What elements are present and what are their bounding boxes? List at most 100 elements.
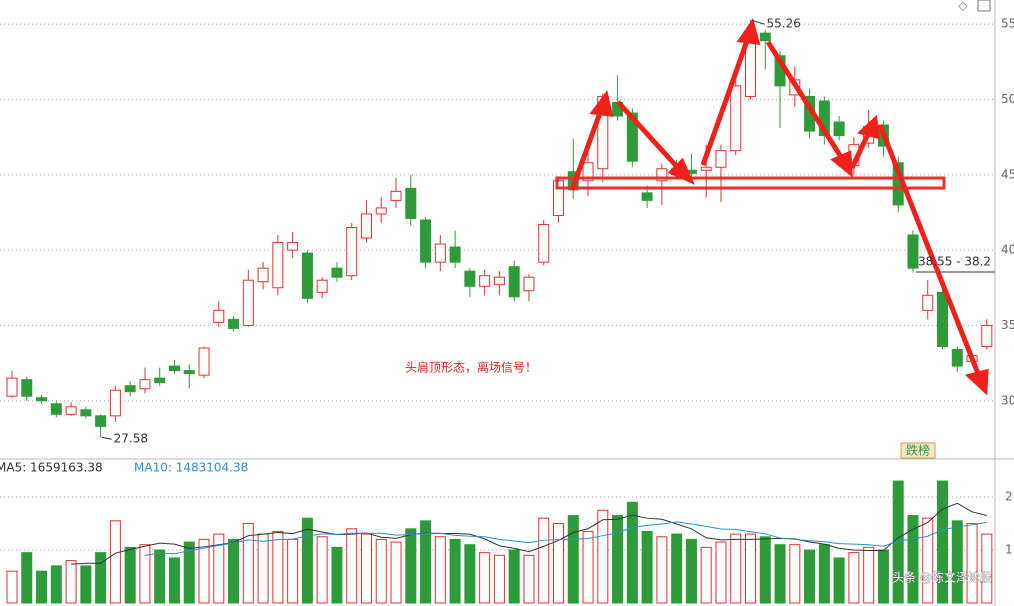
candle-body xyxy=(656,168,668,182)
volume-bar xyxy=(257,533,269,604)
volume-bar xyxy=(449,538,461,604)
candle-body xyxy=(65,406,77,415)
candle-body xyxy=(213,309,225,323)
volume-bar xyxy=(818,544,830,604)
y-tick-label: 50 xyxy=(1001,92,1014,106)
volume-bar xyxy=(907,515,919,604)
candle-body xyxy=(508,266,520,298)
volume-bar xyxy=(228,538,240,604)
candle-body xyxy=(390,190,402,201)
candle-body xyxy=(493,276,505,286)
candle-body xyxy=(937,291,949,348)
volume-bar xyxy=(981,533,993,604)
candle-body xyxy=(907,234,919,269)
candle-body xyxy=(6,377,18,397)
low-label: 27.58 xyxy=(114,432,148,446)
volume-bar xyxy=(567,515,579,604)
y-tick-label: 45 xyxy=(1001,167,1014,181)
candle-body xyxy=(257,267,269,283)
volume-bar xyxy=(50,565,62,604)
candle-body xyxy=(538,223,550,263)
volume-bar xyxy=(213,533,225,604)
icon-close[interactable] xyxy=(977,0,991,12)
volume-bar xyxy=(434,536,446,604)
icon-diamond[interactable]: ◇ xyxy=(958,0,968,13)
volume-bar xyxy=(612,515,624,604)
candle-body xyxy=(951,349,963,367)
watermark: 头条 @陈文泽论股 xyxy=(892,570,992,585)
volume-bar xyxy=(951,520,963,604)
volume-bar xyxy=(420,520,432,604)
volume-bar xyxy=(272,530,284,604)
candle-body xyxy=(715,150,727,168)
volume-bar xyxy=(715,541,727,604)
candle-body xyxy=(730,85,742,152)
candle-body xyxy=(183,370,195,375)
candle-body xyxy=(434,243,446,263)
y-tick-label: 55 xyxy=(1001,17,1014,31)
candle-body xyxy=(168,365,180,372)
volume-bar xyxy=(922,517,934,604)
ma5-legend: MA5: 1659163.38 xyxy=(0,461,103,475)
candle-body xyxy=(360,213,372,239)
y-tick-label: 35 xyxy=(1001,318,1014,332)
volume-bar xyxy=(730,533,742,604)
volume-bar xyxy=(700,546,712,604)
volume-bar xyxy=(375,538,387,604)
candle-body xyxy=(420,219,432,263)
volume-bar xyxy=(966,522,978,604)
volume-bar xyxy=(523,554,535,604)
candle-body xyxy=(745,40,756,97)
y-tick-label: 1 xyxy=(1005,542,1013,556)
volume-bar xyxy=(493,554,505,604)
candle-body xyxy=(759,32,771,42)
volume-bar xyxy=(479,552,491,604)
volume-bar xyxy=(863,546,875,604)
y-tick-label: 40 xyxy=(1001,243,1014,257)
level-label: 38.55 - 38.2 xyxy=(918,255,991,269)
volume-bar xyxy=(597,509,609,604)
candle-body xyxy=(464,270,476,287)
candle-body xyxy=(582,162,594,182)
y-tick-label: 2 xyxy=(1005,489,1013,503)
candle-body xyxy=(228,318,240,329)
candle-body xyxy=(36,397,48,402)
ma10-legend: MA10: 1483104.38 xyxy=(134,461,248,475)
volume-bar xyxy=(168,557,180,604)
candle-body xyxy=(346,226,358,277)
volume-bar xyxy=(109,520,121,604)
candle-body xyxy=(331,267,343,278)
high-label: 55.26 xyxy=(767,17,801,31)
volume-bar xyxy=(390,541,402,604)
volume-bar xyxy=(198,538,210,604)
volume-bar xyxy=(789,544,801,604)
candle-body xyxy=(124,385,136,393)
candle-body xyxy=(109,389,121,417)
volume-bar xyxy=(6,570,18,604)
volume-bar xyxy=(656,536,668,604)
candle-body xyxy=(242,279,254,326)
candle-body xyxy=(95,415,107,427)
volume-bar xyxy=(833,557,845,604)
candle-body xyxy=(80,409,92,417)
candle-body xyxy=(198,347,210,376)
candle-body xyxy=(21,379,33,397)
badge-box xyxy=(900,442,936,459)
volume-bar xyxy=(95,552,107,604)
volume-bar xyxy=(759,536,771,604)
volume-bar xyxy=(508,549,520,604)
badge: 跌榜 xyxy=(906,443,930,458)
candle-body xyxy=(50,403,62,415)
headline: 头肩顶形态，离场信号！ xyxy=(405,360,537,375)
volume-bar xyxy=(36,570,48,604)
volume-panel: 1 2 MA5: 1659163.38 MA10: 1483104.38 xyxy=(0,461,1013,604)
volume-bar xyxy=(804,549,816,604)
candle-body xyxy=(479,275,491,287)
volume-bar xyxy=(316,536,328,604)
volume-bar xyxy=(124,546,136,604)
candle-body xyxy=(139,379,151,390)
volume-bar xyxy=(139,544,151,604)
volume-bar xyxy=(301,517,313,604)
